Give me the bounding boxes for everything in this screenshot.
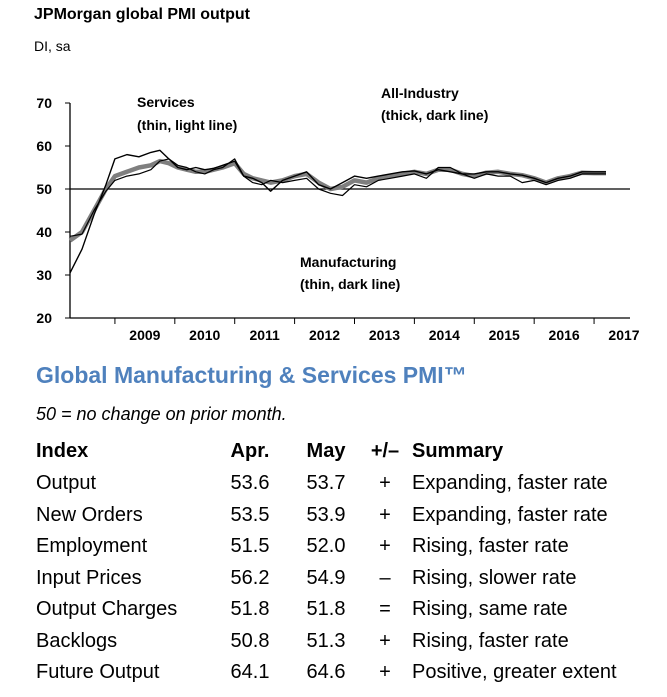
table-row: New Orders 53.5 53.9 + Expanding, faster… xyxy=(30,500,658,532)
x-tick-label: 2017 xyxy=(608,327,639,343)
cell-change: + xyxy=(379,661,391,684)
annotation-services-label: Services xyxy=(137,94,195,110)
y-tick-label: 60 xyxy=(36,138,52,154)
chart-axes: 20 30 40 50 60 70 2009 2010 2011 2012 2013 2014 2015… xyxy=(36,95,639,343)
cell-summary: Rising, faster rate xyxy=(412,535,569,558)
cell-apr: 50.8 xyxy=(230,629,270,652)
table-row: Output 53.6 53.7 + Expanding, faster rat… xyxy=(30,468,658,500)
chart-subtitle: DI, sa xyxy=(34,38,71,54)
section-note: 50 = no change on prior month. xyxy=(36,404,287,424)
x-tick-label: 2009 xyxy=(129,327,160,343)
cell-summary: Rising, same rate xyxy=(412,598,568,621)
header-apr: Apr. xyxy=(230,439,270,462)
cell-index: Output xyxy=(36,472,97,495)
cell-may: 52.0 xyxy=(306,535,346,558)
x-tick-label: 2010 xyxy=(189,327,220,343)
x-tick-label: 2014 xyxy=(429,327,460,343)
cell-change: + xyxy=(379,535,391,558)
y-tick-label: 40 xyxy=(36,224,52,240)
cell-change: + xyxy=(379,503,391,526)
cell-apr: 53.5 xyxy=(230,503,270,526)
annotation-allindustry-note: (thick, dark line) xyxy=(381,107,488,123)
cell-index: Output Charges xyxy=(36,598,178,621)
annotation-manufacturing-note: (thin, dark line) xyxy=(300,276,400,292)
x-tick-label: 2015 xyxy=(489,327,520,343)
cell-change: – xyxy=(379,566,391,589)
pmi-table: Index Apr. May +/– Summary Output 53.6 5… xyxy=(30,434,658,689)
cell-change: + xyxy=(379,472,391,495)
chart-title: JPMorgan global PMI output xyxy=(34,6,250,23)
cell-may: 53.9 xyxy=(306,503,346,526)
chart-series-layer xyxy=(68,149,606,274)
series-line-services xyxy=(69,149,606,274)
cell-summary: Positive, greater extent xyxy=(412,661,617,684)
x-tick-label: 2011 xyxy=(249,327,280,343)
cell-summary: Rising, faster rate xyxy=(412,629,569,652)
chart-annotations: Services (thin, light line) All-Industry… xyxy=(137,85,488,292)
series-line-all-industry xyxy=(68,158,606,243)
y-tick-label: 70 xyxy=(36,95,52,111)
cell-summary: Expanding, faster rate xyxy=(412,503,608,526)
annotation-services-note: (thin, light line) xyxy=(137,117,237,133)
table-row: Backlogs 50.8 51.3 + Rising, faster rate xyxy=(30,626,658,658)
table-row: Input Prices 56.2 54.9 – Rising, slower … xyxy=(30,563,658,595)
cell-index: New Orders xyxy=(36,503,143,526)
section-title: Global Manufacturing & Services PMI™ xyxy=(36,362,467,388)
pmi-line-chart: 20 30 40 50 60 70 2009 2010 2011 2012 2013 2014 2015… xyxy=(36,85,639,343)
cell-may: 53.7 xyxy=(306,472,346,495)
series-line-manufacturing xyxy=(69,158,606,237)
cell-apr: 51.5 xyxy=(230,535,270,558)
x-tick-label: 2012 xyxy=(309,327,340,343)
cell-index: Input Prices xyxy=(36,566,142,589)
cell-apr: 56.2 xyxy=(230,566,270,589)
cell-may: 64.6 xyxy=(306,661,346,684)
y-tick-label: 30 xyxy=(36,267,52,283)
header-summary: Summary xyxy=(412,439,504,462)
table-header-row: Index Apr. May +/– Summary xyxy=(30,434,658,468)
cell-summary: Expanding, faster rate xyxy=(412,472,608,495)
cell-summary: Rising, slower rate xyxy=(412,566,577,589)
cell-change: = xyxy=(379,598,391,621)
cell-index: Backlogs xyxy=(36,629,118,652)
x-tick-label: 2016 xyxy=(549,327,580,343)
table-row: Output Charges 51.8 51.8 = Rising, same … xyxy=(30,594,658,626)
annotation-manufacturing-label: Manufacturing xyxy=(300,254,396,270)
cell-may: 51.3 xyxy=(306,629,346,652)
cell-apr: 53.6 xyxy=(230,472,270,495)
table-row: Future Output 64.1 64.6 + Positive, grea… xyxy=(30,657,658,689)
cell-index: Future Output xyxy=(36,661,160,684)
y-tick-label: 50 xyxy=(36,181,52,197)
x-tick-label: 2013 xyxy=(369,327,400,343)
header-change: +/– xyxy=(370,439,400,462)
cell-may: 51.8 xyxy=(306,598,346,621)
cell-index: Employment xyxy=(36,535,148,558)
y-tick-label: 20 xyxy=(36,310,52,326)
header-may: May xyxy=(306,439,346,462)
annotation-allindustry-label: All-Industry xyxy=(381,85,459,101)
cell-may: 54.9 xyxy=(306,566,346,589)
cell-apr: 64.1 xyxy=(230,661,270,684)
header-index: Index xyxy=(36,439,89,462)
table-row: Employment 51.5 52.0 + Rising, faster ra… xyxy=(30,531,658,563)
cell-apr: 51.8 xyxy=(230,598,270,621)
cell-change: + xyxy=(379,629,391,652)
